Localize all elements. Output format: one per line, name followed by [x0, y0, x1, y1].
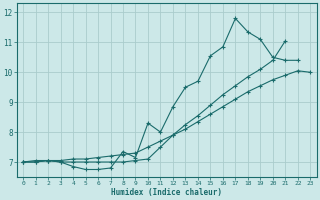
X-axis label: Humidex (Indice chaleur): Humidex (Indice chaleur)	[111, 188, 222, 197]
